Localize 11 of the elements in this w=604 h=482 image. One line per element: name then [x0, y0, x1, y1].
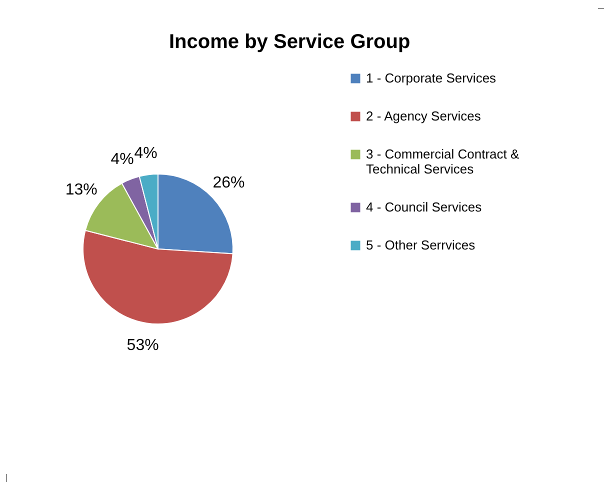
legend-label: 1 - Corporate Services: [366, 70, 497, 86]
legend-label: 5 - Other Serrvices: [366, 238, 476, 252]
data-label: 53%: [126, 336, 159, 354]
legend-label: 3 - Commercial Contract & Technical Services: [366, 146, 520, 176]
chart-title: Income by Service Group: [169, 31, 410, 53]
data-label: 4%: [110, 150, 134, 168]
legend-label: 4 - Council Services: [366, 200, 482, 214]
data-label: 4%: [134, 144, 158, 162]
legend-label: 2 - Agency Services: [366, 108, 482, 124]
data-label: 13%: [65, 182, 98, 199]
data-label: 26%: [212, 174, 245, 192]
